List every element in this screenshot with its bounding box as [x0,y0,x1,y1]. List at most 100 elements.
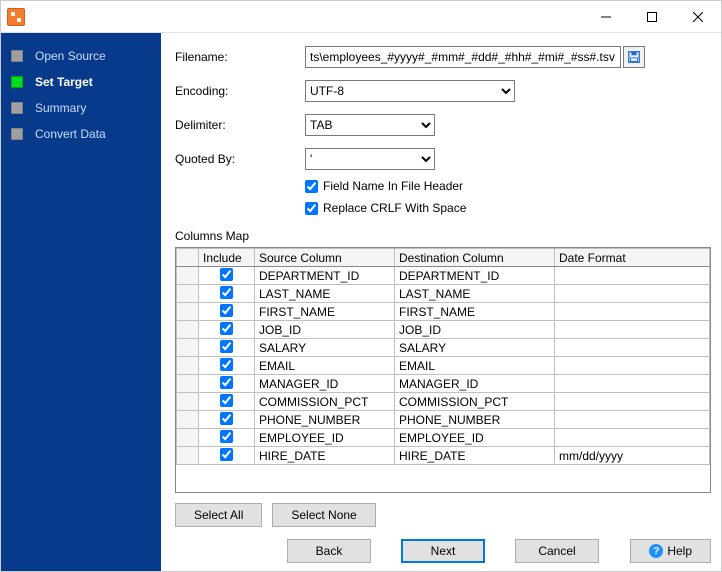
destination-header[interactable]: Destination Column [395,249,555,267]
destination-column-cell[interactable]: SALARY [395,339,555,357]
sidebar-step-label: Open Source [35,49,106,63]
filename-input[interactable] [305,46,621,68]
dateformat-cell[interactable] [555,267,710,285]
table-row[interactable]: COMMISSION_PCTCOMMISSION_PCT [177,393,710,411]
include-checkbox[interactable] [220,448,233,461]
table-row[interactable]: LAST_NAMELAST_NAME [177,285,710,303]
encoding-select[interactable]: UTF-8 [305,80,515,102]
source-column-cell[interactable]: SALARY [255,339,395,357]
dateformat-cell[interactable] [555,303,710,321]
wizard-window: Open Source Set Target SummaryConvert Data… [0,0,722,572]
crlf-checkbox[interactable] [305,202,318,215]
table-row[interactable]: PHONE_NUMBERPHONE_NUMBER [177,411,710,429]
destination-column-cell[interactable]: LAST_NAME [395,285,555,303]
row-handle[interactable] [177,267,199,285]
include-checkbox[interactable] [220,412,233,425]
row-handle[interactable] [177,285,199,303]
sidebar-step-label: Set Target [35,75,93,89]
save-file-icon-button[interactable] [623,46,645,68]
include-checkbox[interactable] [220,340,233,353]
destination-column-cell[interactable]: DEPARTMENT_ID [395,267,555,285]
destination-column-cell[interactable]: PHONE_NUMBER [395,411,555,429]
table-row[interactable]: JOB_IDJOB_ID [177,321,710,339]
destination-column-cell[interactable]: EMPLOYEE_ID [395,429,555,447]
source-column-cell[interactable]: JOB_ID [255,321,395,339]
fieldname-checkbox[interactable] [305,180,318,193]
encoding-label: Encoding: [175,84,305,98]
row-handle[interactable] [177,303,199,321]
columns-map-table[interactable]: Include Source Column Destination Column… [175,247,711,493]
quoted-label: Quoted By: [175,152,305,166]
source-column-cell[interactable]: MANAGER_ID [255,375,395,393]
source-column-cell[interactable]: COMMISSION_PCT [255,393,395,411]
fieldname-checkbox-label[interactable]: Field Name In File Header [323,179,463,193]
include-checkbox[interactable] [220,268,233,281]
include-checkbox[interactable] [220,322,233,335]
sidebar-step-convert-data[interactable]: Convert Data [1,121,161,147]
dateformat-cell[interactable]: mm/dd/yyyy [555,447,710,465]
dateformat-cell[interactable] [555,411,710,429]
sidebar-step-set-target[interactable]: Set Target [1,69,161,95]
minimize-button[interactable] [583,1,629,32]
delimiter-select[interactable]: TAB [305,114,435,136]
sidebar-step-summary[interactable]: Summary [1,95,161,121]
destination-column-cell[interactable]: HIRE_DATE [395,447,555,465]
source-column-cell[interactable]: DEPARTMENT_ID [255,267,395,285]
source-column-cell[interactable]: FIRST_NAME [255,303,395,321]
row-handle[interactable] [177,447,199,465]
include-checkbox[interactable] [220,394,233,407]
include-checkbox[interactable] [220,286,233,299]
table-row[interactable]: EMAILEMAIL [177,357,710,375]
include-checkbox[interactable] [220,376,233,389]
source-column-cell[interactable]: PHONE_NUMBER [255,411,395,429]
table-row[interactable]: EMPLOYEE_IDEMPLOYEE_ID [177,429,710,447]
destination-column-cell[interactable]: MANAGER_ID [395,375,555,393]
destination-column-cell[interactable]: JOB_ID [395,321,555,339]
sidebar-step-open-source[interactable]: Open Source [1,43,161,69]
destination-column-cell[interactable]: COMMISSION_PCT [395,393,555,411]
help-button[interactable]: ? Help [630,539,711,563]
select-none-button[interactable]: Select None [272,503,375,527]
include-checkbox[interactable] [220,358,233,371]
main-panel: Filename: Encoding: UTF-8 Delimiter: TAB [161,33,721,571]
table-row[interactable]: DEPARTMENT_IDDEPARTMENT_ID [177,267,710,285]
row-handle[interactable] [177,429,199,447]
close-button[interactable] [675,1,721,32]
source-column-cell[interactable]: EMAIL [255,357,395,375]
dateformat-cell[interactable] [555,321,710,339]
dateformat-cell[interactable] [555,357,710,375]
row-handle[interactable] [177,321,199,339]
row-handle[interactable] [177,339,199,357]
row-handle[interactable] [177,393,199,411]
include-checkbox[interactable] [220,304,233,317]
source-column-cell[interactable]: EMPLOYEE_ID [255,429,395,447]
dateformat-cell[interactable] [555,393,710,411]
table-row[interactable]: SALARYSALARY [177,339,710,357]
select-all-button[interactable]: Select All [175,503,262,527]
source-column-cell[interactable]: LAST_NAME [255,285,395,303]
dateformat-header[interactable]: Date Format [555,249,710,267]
table-row[interactable]: FIRST_NAMEFIRST_NAME [177,303,710,321]
quoted-select[interactable]: ' [305,148,435,170]
back-button[interactable]: Back [287,539,371,563]
crlf-checkbox-label[interactable]: Replace CRLF With Space [323,201,466,215]
destination-column-cell[interactable]: EMAIL [395,357,555,375]
table-row[interactable]: HIRE_DATEHIRE_DATEmm/dd/yyyy [177,447,710,465]
table-row[interactable]: MANAGER_IDMANAGER_ID [177,375,710,393]
include-checkbox[interactable] [220,430,233,443]
source-header[interactable]: Source Column [255,249,395,267]
columns-map-label: Columns Map [175,229,711,243]
destination-column-cell[interactable]: FIRST_NAME [395,303,555,321]
cancel-button[interactable]: Cancel [515,539,599,563]
row-handle[interactable] [177,375,199,393]
maximize-button[interactable] [629,1,675,32]
dateformat-cell[interactable] [555,285,710,303]
dateformat-cell[interactable] [555,339,710,357]
dateformat-cell[interactable] [555,375,710,393]
include-header[interactable]: Include [199,249,255,267]
source-column-cell[interactable]: HIRE_DATE [255,447,395,465]
dateformat-cell[interactable] [555,429,710,447]
next-button[interactable]: Next [401,539,485,563]
row-handle[interactable] [177,357,199,375]
row-handle[interactable] [177,411,199,429]
